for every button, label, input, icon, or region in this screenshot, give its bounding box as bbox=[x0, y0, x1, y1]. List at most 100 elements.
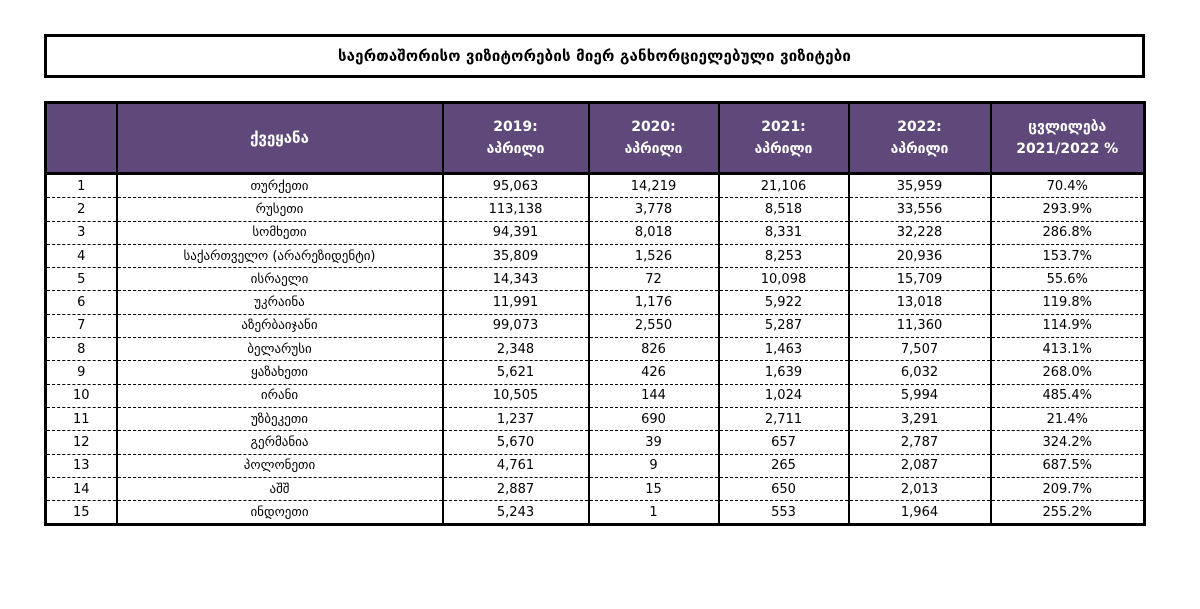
table-row: 3 სომხეთი 94,391 8,018 8,331 32,228 286.8% bbox=[45, 221, 1145, 245]
cell-number: 5 bbox=[45, 267, 117, 292]
cell-2022: 33,556 bbox=[847, 197, 991, 222]
cell-2021: 1,024 bbox=[717, 384, 849, 408]
cell-2021: 1,639 bbox=[717, 360, 849, 385]
table-row: 4 საქართველო (არარეზიდენტი) 35,809 1,526 8,2… bbox=[45, 244, 1145, 269]
cell-2022: 13,018 bbox=[847, 290, 991, 315]
cell-2020: 15 bbox=[587, 477, 719, 502]
cell-2021: 1,463 bbox=[717, 337, 849, 362]
cell-2019: 1,237 bbox=[441, 407, 589, 432]
cell-country: ისრაელი bbox=[115, 267, 443, 292]
cell-country: პოლონეთი bbox=[115, 454, 443, 478]
table-row: 2 რუსეთი 113,138 3,778 8,518 33,556 293.9% bbox=[45, 197, 1145, 222]
table-row: 15 ინდოეთი 5,243 1 553 1,964 255.2% bbox=[46, 500, 1145, 525]
header-change-period: 2021/2022 % bbox=[1016, 141, 1119, 157]
cell-change: 268.0% bbox=[989, 360, 1145, 385]
header-2022-year: 2022: bbox=[897, 119, 942, 135]
cell-2021: 650 bbox=[717, 477, 849, 502]
cell-change: 70.4% bbox=[989, 173, 1145, 199]
table-header: ქვეყანა 2019: აპრილი 2020: აპრილი 2021: … bbox=[45, 102, 1145, 175]
cell-2020: 72 bbox=[587, 267, 719, 292]
cell-country: უკრაინა bbox=[115, 290, 443, 315]
cell-2019: 5,621 bbox=[441, 360, 589, 385]
visitors-table: ქვეყანა 2019: აპრილი 2020: აპრილი 2021: … bbox=[44, 101, 1146, 527]
cell-country: საქართველო (არარეზიდენტი) bbox=[115, 244, 443, 269]
cell-2022: 5,994 bbox=[847, 384, 991, 408]
cell-2020: 426 bbox=[587, 360, 719, 385]
cell-2020: 690 bbox=[587, 407, 719, 432]
cell-2020: 3,778 bbox=[587, 197, 719, 222]
cell-country: ყაზახეთი bbox=[115, 360, 443, 385]
cell-number: 14 bbox=[45, 477, 117, 502]
cell-2021: 553 bbox=[717, 500, 849, 525]
cell-2020: 39 bbox=[587, 430, 719, 455]
cell-2019: 2,348 bbox=[441, 337, 589, 362]
cell-2020: 826 bbox=[587, 337, 719, 362]
header-2020-year: 2020: bbox=[631, 119, 676, 135]
cell-2020: 1 bbox=[587, 500, 719, 525]
cell-2021: 8,518 bbox=[717, 197, 849, 222]
cell-number: 1 bbox=[45, 173, 117, 199]
cell-2019: 113,138 bbox=[441, 197, 589, 222]
cell-change: 687.5% bbox=[989, 454, 1145, 478]
cell-2021: 8,331 bbox=[717, 221, 849, 245]
cell-2022: 6,032 bbox=[847, 360, 991, 385]
cell-2019: 99,073 bbox=[441, 314, 589, 339]
cell-2022: 11,360 bbox=[847, 314, 991, 339]
cell-2020: 9 bbox=[587, 454, 719, 478]
cell-country: ბელარუსი bbox=[115, 337, 443, 362]
cell-2022: 2,013 bbox=[847, 477, 991, 502]
table-row: 9 ყაზახეთი 5,621 426 1,639 6,032 268.0% bbox=[45, 360, 1145, 385]
cell-2020: 144 bbox=[587, 384, 719, 408]
header-change: ცვლილება 2021/2022 % bbox=[989, 102, 1145, 175]
cell-change: 153.7% bbox=[989, 244, 1145, 269]
cell-change: 114.9% bbox=[989, 314, 1145, 339]
header-2021-month: აპრილი bbox=[754, 141, 813, 157]
cell-2022: 3,291 bbox=[847, 407, 991, 432]
table-row: 1 თურქეთი 95,063 14,219 21,106 35,959 70.4% bbox=[45, 173, 1145, 199]
cell-2019: 2,887 bbox=[441, 477, 589, 502]
cell-2020: 2,550 bbox=[587, 314, 719, 339]
header-2020-month: აპრილი bbox=[624, 141, 683, 157]
cell-change: 209.7% bbox=[989, 477, 1145, 502]
cell-2022: 7,507 bbox=[847, 337, 991, 362]
header-2019-year: 2019: bbox=[493, 119, 538, 135]
cell-2020: 8,018 bbox=[587, 221, 719, 245]
table-row: 6 უკრაინა 11,991 1,176 5,922 13,018 119.8% bbox=[45, 290, 1145, 315]
cell-2020: 1,526 bbox=[587, 244, 719, 269]
cell-number: 15 bbox=[72, 504, 90, 520]
cell-2022: 2,087 bbox=[847, 454, 991, 478]
title-box: საერთაშორისო ვიზიტორების მიერ განხორციელ… bbox=[44, 34, 1145, 78]
cell-2020: 14,219 bbox=[587, 173, 719, 199]
cell-country: ირანი bbox=[115, 384, 443, 408]
cell-number: 3 bbox=[45, 221, 117, 245]
cell-2019: 5,670 bbox=[441, 430, 589, 455]
cell-2021: 265 bbox=[717, 454, 849, 478]
table-row: 7 აზერბაიჯანი 99,073 2,550 5,287 11,360 114.9% bbox=[45, 314, 1145, 339]
cell-2021: 2,711 bbox=[717, 407, 849, 432]
cell-number: 8 bbox=[45, 337, 117, 362]
cell-number: 12 bbox=[45, 430, 117, 455]
table-row: 13 პოლონეთი 4,761 9 265 2,087 687.5% bbox=[45, 454, 1145, 478]
cell-2022: 35,959 bbox=[847, 173, 991, 199]
cell-2021: 5,922 bbox=[717, 290, 849, 315]
cell-2021: 10,098 bbox=[717, 267, 849, 292]
cell-change: 119.8% bbox=[989, 290, 1145, 315]
table-row: 5 ისრაელი 14,343 72 10,098 15,709 55.6% bbox=[45, 267, 1145, 292]
cell-change: 255.2% bbox=[989, 500, 1145, 525]
cell-country: გერმანია bbox=[115, 430, 443, 455]
cell-2022: 2,787 bbox=[847, 430, 991, 455]
cell-number: 11 bbox=[45, 407, 117, 432]
cell-2019: 10,505 bbox=[441, 384, 589, 408]
cell-number: 4 bbox=[45, 244, 117, 269]
cell-2019: 5,243 bbox=[441, 500, 589, 525]
table-body: 1 თურქეთი 95,063 14,219 21,106 35,959 70.4% 2 რუ… bbox=[45, 173, 1145, 525]
cell-2020: 1,176 bbox=[587, 290, 719, 315]
cell-2022: 32,228 bbox=[847, 221, 991, 245]
table-row: 12 გერმანია 5,670 39 657 2,787 324.2% bbox=[45, 430, 1145, 455]
cell-2022: 20,936 bbox=[847, 244, 991, 269]
cell-2019: 14,343 bbox=[441, 267, 589, 292]
cell-country: აშშ bbox=[115, 477, 443, 502]
table-row: 10 ირანი 10,505 144 1,024 5,994 485.4% bbox=[45, 384, 1145, 408]
header-2021: 2021: აპრილი bbox=[717, 102, 849, 175]
cell-number: 7 bbox=[45, 314, 117, 339]
